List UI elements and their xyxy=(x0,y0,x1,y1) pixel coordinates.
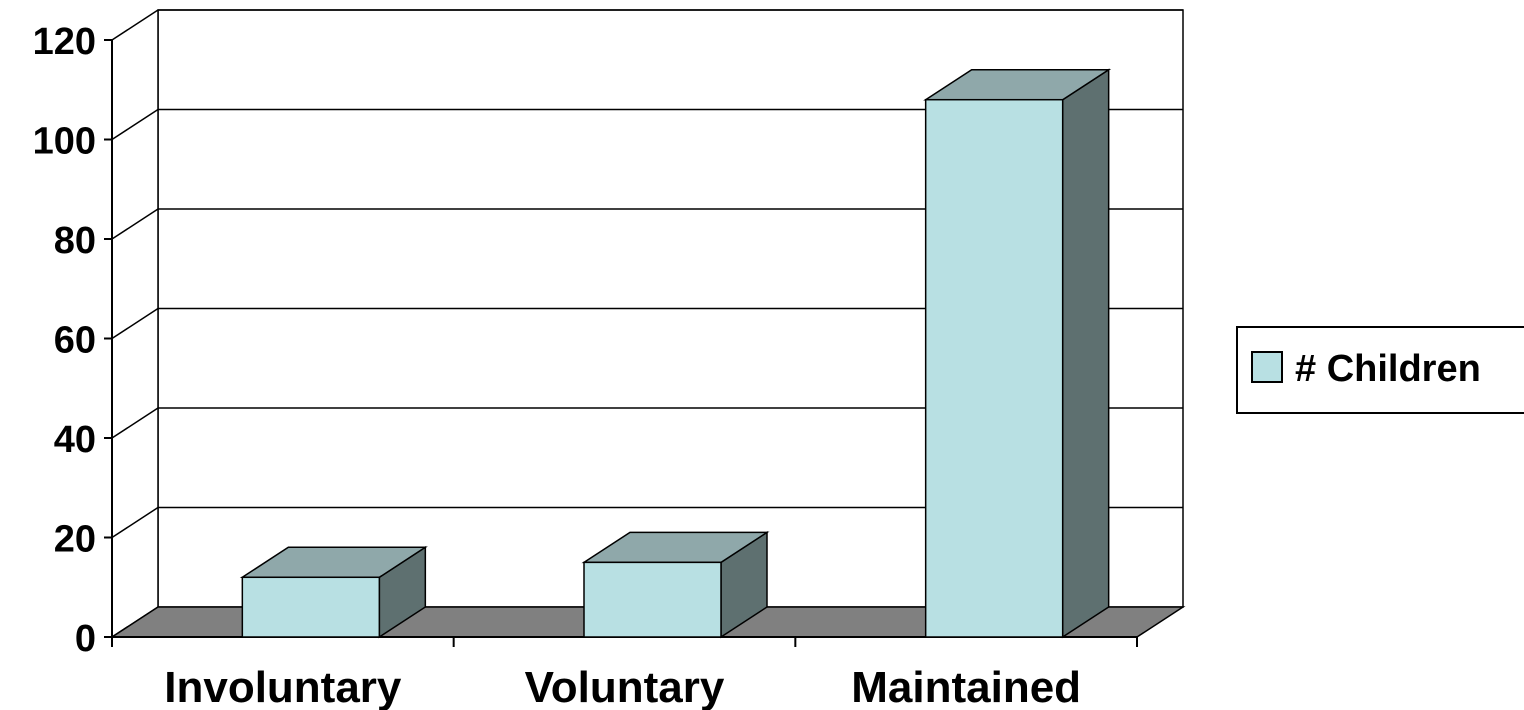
bar xyxy=(581,530,770,639)
bar xyxy=(239,545,428,639)
bar-front xyxy=(583,561,722,638)
side-gridline xyxy=(111,9,159,41)
legend-box xyxy=(1236,326,1524,414)
y-axis-ticks: 0 20 40 60 80 100 120 xyxy=(33,21,112,660)
x-category-label: Involuntary xyxy=(164,663,402,710)
bar-front xyxy=(924,98,1064,638)
side-gridline xyxy=(111,208,159,240)
side-gridline xyxy=(111,307,159,340)
side-gridline xyxy=(111,407,159,439)
legend-label: # Children xyxy=(1295,348,1481,390)
bar-side xyxy=(1061,68,1110,639)
legend-swatch xyxy=(1251,351,1283,383)
x-category-label: Maintained xyxy=(851,663,1081,710)
x-axis-labels: Involuntary Voluntary Maintained xyxy=(164,663,1081,710)
y-tick-label: 0 xyxy=(75,618,96,660)
y-tick-label: 20 xyxy=(54,519,96,561)
legend: # Children xyxy=(1236,326,1524,414)
y-tick-label: 80 xyxy=(54,220,96,262)
bar xyxy=(923,68,1112,639)
y-tick-label: 40 xyxy=(54,419,96,461)
x-category-label: Voluntary xyxy=(525,663,725,710)
side-gridline xyxy=(111,108,159,141)
bars xyxy=(239,68,1112,639)
bar-front xyxy=(241,576,381,638)
y-tick-label: 60 xyxy=(54,320,96,362)
y-tick-label: 120 xyxy=(33,21,96,63)
y-tick-label: 100 xyxy=(33,121,96,163)
side-gridline xyxy=(111,506,159,539)
